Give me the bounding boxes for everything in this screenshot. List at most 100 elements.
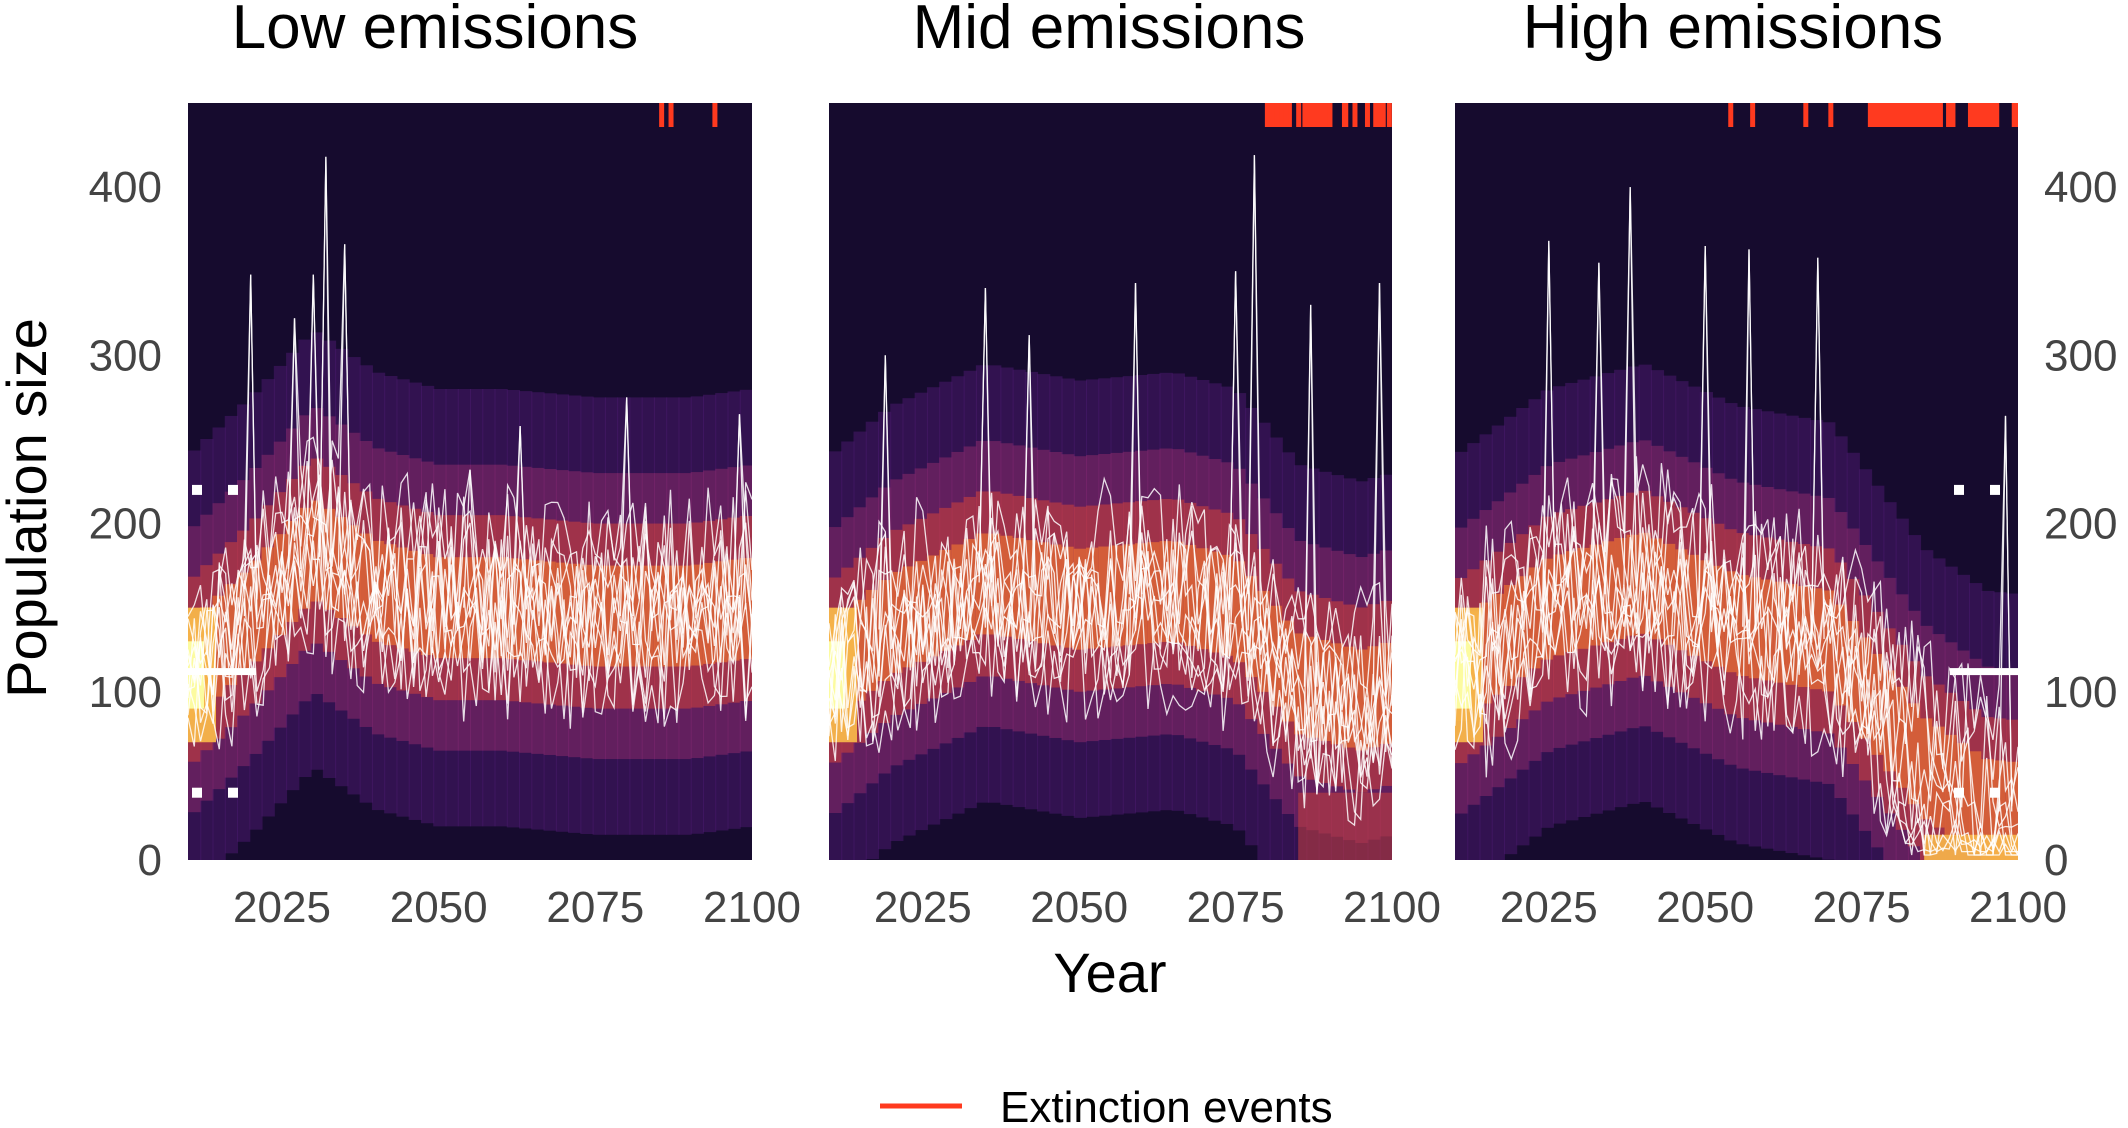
extinction-tick	[1296, 103, 1302, 127]
trajectory-peak	[1228, 271, 1243, 608]
extinction-tick	[1364, 103, 1370, 127]
extinction-tick	[659, 103, 665, 127]
trajectory-line	[829, 492, 1392, 745]
extinction-tick	[1828, 103, 1834, 127]
trajectory-peak	[243, 274, 258, 617]
trajectory-line	[829, 528, 1392, 755]
legend-label-extinction: Extinction events	[1000, 1083, 1333, 1128]
trajectory-peak	[1998, 415, 2013, 812]
trajectory-peak	[1372, 282, 1387, 696]
extinction-tick	[1283, 103, 1289, 127]
density-heatmap	[188, 332, 752, 860]
trajectory-peak	[337, 244, 352, 570]
reference-median-line	[1950, 668, 2018, 676]
x-tick-label: 2075	[1187, 883, 1285, 932]
y-tick-label-left: 400	[89, 163, 162, 212]
trajectory-line	[188, 478, 752, 695]
y-tick-label-right: 200	[2044, 500, 2117, 549]
trajectory-peak	[1810, 257, 1825, 640]
extinction-tick	[1274, 103, 1280, 127]
trajectory-peak	[1541, 240, 1556, 608]
extinction-range	[1967, 103, 2000, 127]
trajectory-peak	[513, 425, 528, 610]
panel-title-mid: Mid emissions	[913, 0, 1306, 62]
trajectory-peak	[463, 469, 477, 608]
reference-markers	[188, 484, 256, 798]
panel-title-low: Low emissions	[232, 0, 639, 62]
trajectory-line	[829, 548, 1392, 808]
trajectory-line	[1455, 477, 2018, 829]
trajectory-lines	[188, 156, 752, 750]
y-tick-label-left: 0	[138, 836, 162, 885]
y-tick-label-left: 300	[89, 331, 162, 380]
reference-dot	[228, 787, 238, 798]
heatmap-cell	[1298, 792, 1392, 860]
extinction-events	[1728, 103, 2018, 127]
extinction-range	[1304, 103, 1330, 127]
trajectory-line	[829, 565, 1392, 822]
panel-high-emissions	[1455, 103, 2018, 860]
extinction-tick	[1343, 103, 1349, 127]
trajectory-peak	[1623, 187, 1638, 586]
y-tick-label-right: 100	[2044, 668, 2117, 717]
trajectory-line	[1455, 262, 2018, 812]
x-tick-label: 2100	[1969, 883, 2067, 932]
trajectory-peak	[318, 156, 333, 558]
extinction-tick	[668, 103, 674, 127]
reference-dot	[1954, 787, 1964, 798]
extinction-tick	[1264, 103, 1270, 127]
trajectory-peak	[1698, 245, 1713, 611]
trajectory-peak	[732, 414, 747, 610]
trajectory-line	[188, 518, 752, 724]
panel-low-emissions	[188, 103, 752, 860]
trajectory-peak	[1022, 335, 1037, 591]
extinction-tick	[712, 103, 718, 127]
x-axis-ticks: 2025 2050 2075 2100 2025 2050 2075 2100 2025 2050…	[233, 883, 2067, 932]
y-tick-label-right: 0	[2044, 836, 2068, 885]
trajectory-lines	[829, 155, 1392, 827]
trajectory-peak	[287, 318, 302, 569]
legend: Extinction events	[880, 1083, 1333, 1128]
extinction-range	[2011, 103, 2018, 127]
trajectory-peak	[1742, 249, 1756, 627]
extinction-events	[659, 103, 718, 127]
trajectory-peak	[1247, 155, 1262, 631]
extinction-events	[1264, 103, 1392, 127]
panel-mid-emissions	[829, 103, 1392, 860]
trajectory-line	[188, 461, 752, 696]
trajectory-peak	[306, 274, 321, 549]
trajectory-peak	[619, 397, 634, 617]
x-tick-label: 2025	[874, 883, 972, 932]
trajectory-line	[829, 304, 1392, 795]
y-axis-right-ticks: 0 100 200 300 400	[2044, 163, 2117, 885]
panel-title-high: High emissions	[1523, 0, 1943, 62]
extinction-tick	[1327, 103, 1333, 127]
reference-median-line	[188, 668, 256, 676]
trajectory-peak	[1591, 262, 1606, 595]
y-tick-label-right: 400	[2044, 163, 2117, 212]
x-tick-label: 2050	[390, 883, 488, 932]
x-tick-label: 2050	[1030, 883, 1128, 932]
x-tick-label: 2100	[1343, 883, 1441, 932]
reference-markers	[1950, 484, 2018, 798]
heatmap-cell	[1760, 579, 1775, 681]
trajectory-line	[829, 271, 1392, 711]
extinction-tick	[1302, 103, 1308, 127]
x-tick-label: 2075	[546, 883, 644, 932]
extinction-tick	[1803, 103, 1809, 127]
trajectory-line	[188, 318, 752, 667]
extinction-range	[1867, 103, 1943, 127]
extinction-tick	[1750, 103, 1756, 127]
trajectory-line	[188, 414, 752, 712]
trajectory-line	[829, 568, 1392, 827]
extinction-tick	[1728, 103, 1734, 127]
x-tick-label: 2025	[1500, 883, 1598, 932]
trajectory-peak	[978, 288, 993, 583]
heatmap-cell	[1269, 605, 1283, 707]
reference-dot	[192, 787, 202, 798]
y-tick-label-left: 100	[89, 668, 162, 717]
x-axis-label: Year	[1053, 941, 1166, 1004]
x-tick-label: 2100	[703, 883, 801, 932]
x-tick-label: 2050	[1656, 883, 1754, 932]
